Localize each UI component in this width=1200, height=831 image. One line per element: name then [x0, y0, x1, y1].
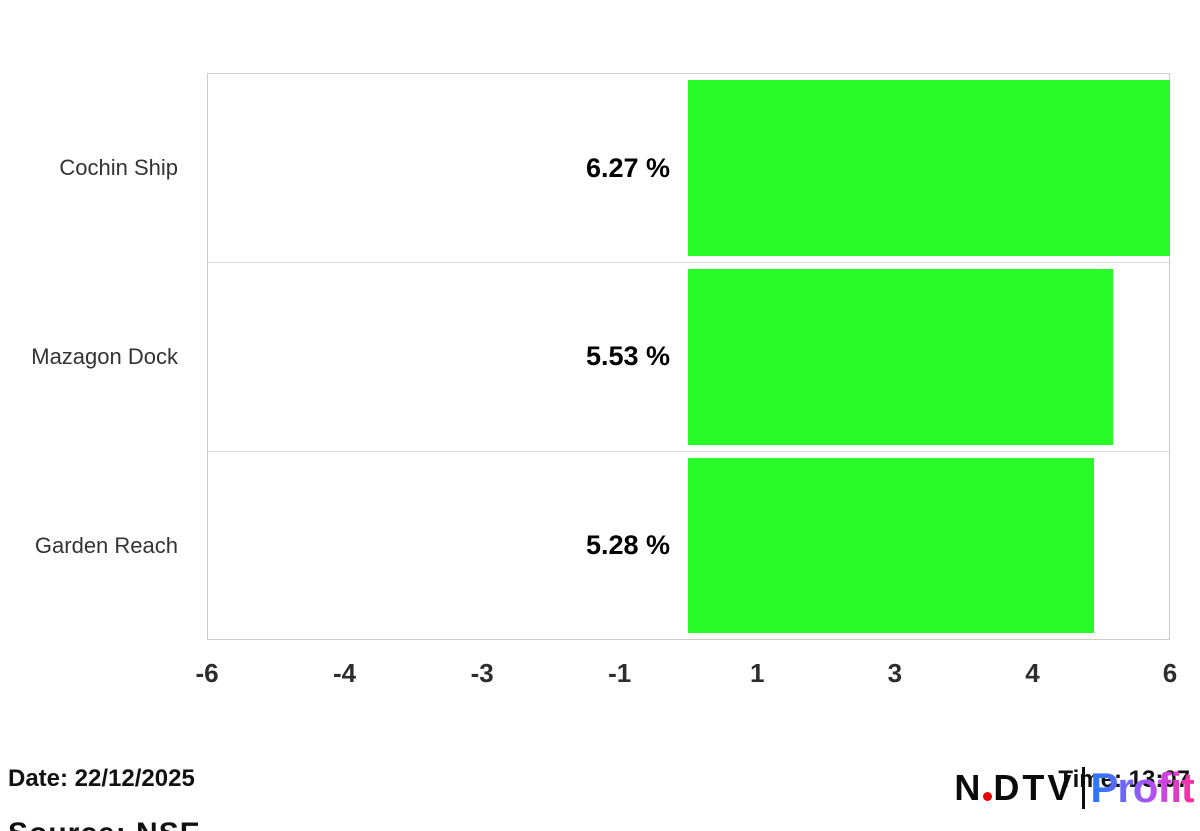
- ndtv-red-dot-icon: [983, 791, 993, 801]
- bar-garden-reach: [688, 457, 1094, 633]
- source-label: Source: NSE: [8, 817, 201, 831]
- ndtv-wordmark-n: N: [954, 767, 984, 808]
- category-label-cochin-ship: Cochin Ship: [59, 154, 178, 180]
- x-tick: -3: [470, 658, 494, 688]
- bar-row: 5.28 %: [208, 450, 1169, 639]
- ndtv-profit-logo: N DTV Profit: [954, 764, 1195, 812]
- bar-value-label: 6.27 %: [585, 152, 670, 183]
- bar-cochin-ship: [688, 80, 1170, 257]
- logo-divider: [1082, 767, 1086, 809]
- x-tick: 1: [750, 658, 765, 688]
- time-label: Time: 13:07: [1058, 766, 1190, 794]
- bar-row: 5.53 %: [208, 262, 1169, 450]
- x-tick: -1: [608, 658, 632, 688]
- bar-mazagon-dock: [688, 269, 1113, 445]
- ndtv-wordmark-dtv: DTV: [993, 767, 1075, 808]
- profit-wordmark: Profit: [1090, 764, 1195, 811]
- x-axis-ticks: -6 -4 -3 -1 1 3 4 6: [195, 655, 1177, 691]
- plot-area: 6.27 % 5.53 % 5.28 %: [207, 73, 1170, 640]
- x-tick: 6: [1162, 658, 1178, 688]
- x-tick: 4: [1025, 658, 1040, 688]
- x-tick: -6: [195, 658, 219, 688]
- date-label: Date: 22/12/2025: [8, 765, 195, 792]
- category-label-garden-reach: Garden Reach: [34, 532, 178, 558]
- bar-row: 6.27 %: [208, 74, 1170, 262]
- x-tick: 3: [887, 658, 903, 688]
- bar-value-label: 5.53 %: [585, 341, 670, 372]
- bar-value-label: 5.28 %: [585, 529, 670, 560]
- category-label-mazagon-dock: Mazagon Dock: [31, 343, 178, 369]
- x-tick: -4: [333, 658, 357, 688]
